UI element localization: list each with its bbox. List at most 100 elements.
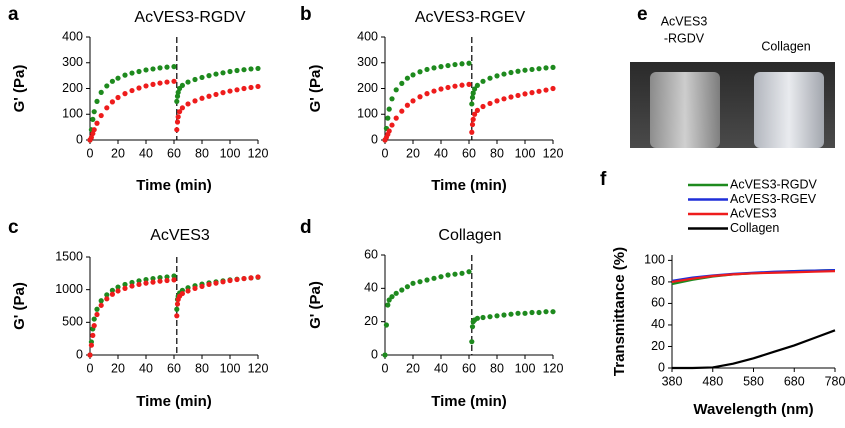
y-tick-label: 60 — [651, 296, 665, 310]
data-point — [404, 102, 410, 108]
data-point — [164, 64, 170, 70]
data-point — [469, 101, 475, 107]
vial — [754, 72, 824, 148]
data-point — [227, 68, 233, 75]
x-axis-title: Time (min) — [136, 177, 212, 194]
y-tick-label: 1000 — [55, 282, 83, 296]
data-point — [469, 324, 476, 330]
data-point — [470, 116, 476, 122]
data-point — [508, 69, 514, 76]
y-tick-label: 60 — [364, 247, 378, 261]
data-point — [175, 114, 181, 120]
data-point — [445, 272, 451, 278]
y-tick-label: 400 — [357, 29, 378, 43]
data-point — [404, 75, 410, 81]
chart-title: Collagen — [438, 227, 501, 244]
data-point — [171, 273, 177, 279]
x-tick-label: 60 — [462, 146, 476, 160]
photo-label: AcVES3 — [661, 14, 708, 28]
data-point — [255, 83, 261, 90]
data-point — [157, 80, 163, 86]
data-point — [536, 66, 542, 72]
data-point — [543, 309, 549, 315]
data-point — [550, 85, 556, 92]
data-point — [424, 277, 430, 283]
data-point — [469, 121, 476, 128]
data-point — [469, 94, 476, 101]
data-point — [98, 302, 104, 308]
x-tick-label: 380 — [662, 374, 683, 388]
data-point — [469, 339, 475, 345]
y-axis-title: G' (Pa) — [11, 282, 28, 330]
data-point — [389, 294, 395, 300]
data-point — [122, 91, 128, 97]
data-point — [515, 92, 521, 99]
data-point — [255, 65, 261, 72]
y-tick-label: 300 — [62, 55, 83, 69]
data-point — [164, 274, 170, 280]
data-point — [234, 67, 240, 74]
photo-label: -RGDV — [664, 31, 705, 45]
data-point — [536, 88, 542, 94]
data-point — [452, 61, 458, 68]
data-point — [255, 274, 261, 280]
data-point — [424, 91, 430, 97]
data-point — [98, 298, 104, 304]
y-tick-label: 500 — [62, 315, 83, 329]
data-point — [385, 115, 391, 121]
data-point — [185, 288, 191, 294]
vial — [650, 72, 720, 148]
data-point — [157, 65, 163, 71]
data-point — [143, 276, 149, 283]
data-point — [185, 101, 191, 107]
y-tick-label: 200 — [62, 81, 83, 95]
y-tick-label: 0 — [371, 132, 378, 146]
data-point — [179, 82, 185, 89]
data-point — [143, 67, 149, 73]
data-point — [94, 306, 100, 312]
legend-label: AcVES3 — [730, 206, 777, 220]
x-tick-label: 60 — [167, 146, 181, 160]
y-tick-label: 100 — [62, 107, 83, 121]
data-point — [91, 127, 97, 133]
data-point — [220, 70, 226, 76]
data-point — [143, 280, 149, 286]
x-axis-title: Time (min) — [431, 393, 507, 410]
data-point — [90, 332, 96, 338]
data-point — [417, 94, 423, 100]
data-point — [383, 322, 389, 328]
data-point — [410, 72, 416, 78]
panel-letter: c — [8, 217, 19, 238]
data-point — [143, 83, 149, 89]
data-point — [241, 67, 247, 73]
data-point — [185, 79, 191, 85]
data-point — [494, 98, 500, 104]
data-point — [472, 111, 478, 117]
x-tick-label: 100 — [515, 146, 536, 160]
data-point — [522, 91, 528, 97]
data-point — [501, 71, 507, 77]
data-point — [227, 88, 233, 94]
data-point — [529, 66, 535, 73]
data-point — [393, 87, 399, 93]
data-point — [389, 122, 395, 128]
data-point — [466, 81, 472, 87]
data-point — [171, 78, 177, 84]
data-point — [109, 291, 115, 297]
x-tick-label: 80 — [490, 146, 504, 160]
x-tick-label: 40 — [434, 146, 448, 160]
panel: c AcVES3 Time (min) G' (Pa) 0 500 1000 1500 0 20 4… — [8, 217, 268, 410]
x-tick-label: 120 — [248, 361, 269, 375]
data-point — [104, 296, 110, 302]
data-point — [452, 83, 458, 89]
data-point — [386, 106, 392, 112]
data-point — [150, 275, 156, 282]
data-point — [515, 68, 521, 74]
data-point — [501, 312, 507, 318]
data-point — [122, 72, 128, 78]
data-point — [393, 115, 399, 121]
data-point — [150, 81, 156, 87]
photo: e AcVES3 -RGDV Collagen — [630, 4, 835, 148]
